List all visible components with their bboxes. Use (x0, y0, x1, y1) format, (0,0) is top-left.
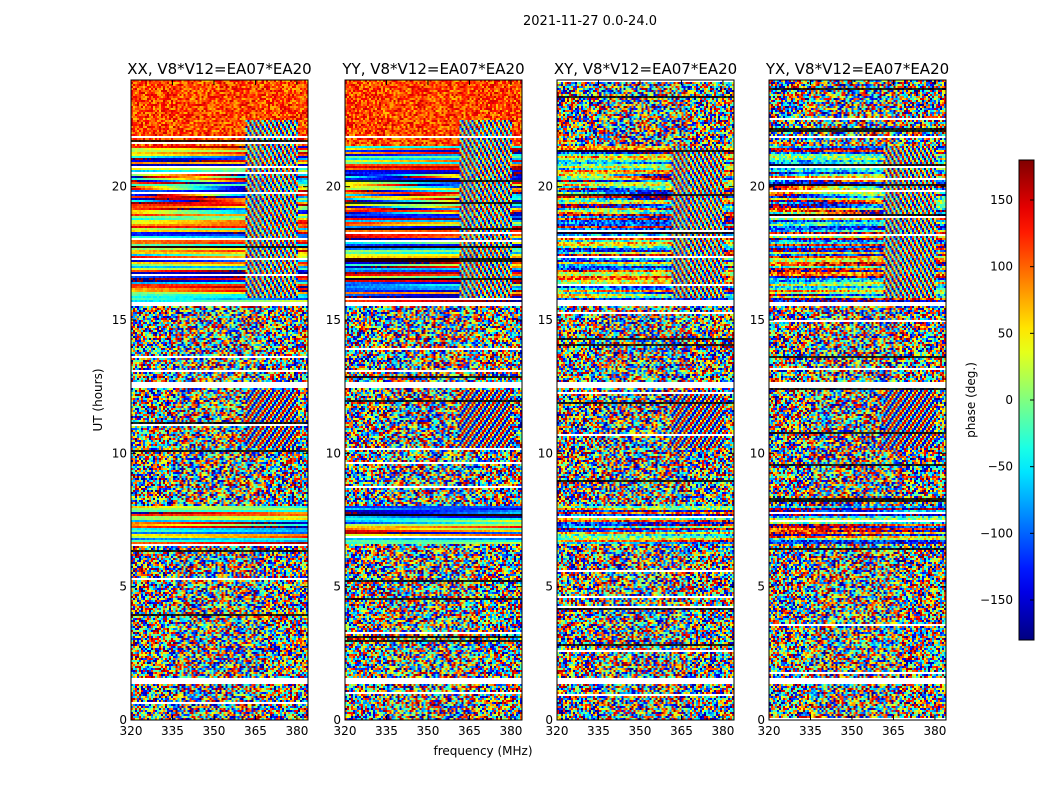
panel-title: XX, V8*V12=EA07*EA20 (127, 60, 311, 78)
y-tick-label: 10 (750, 446, 765, 460)
y-tick-label: 5 (119, 580, 127, 594)
y-tick-label: 15 (326, 313, 341, 327)
plot-frame (556, 79, 735, 721)
y-tick-label: 20 (326, 180, 341, 194)
panel-xx: XX, V8*V12=EA07*EA20 320 335 350 365 380 0 5 10 1… (112, 60, 312, 738)
colorbar-tick-label: 150 (990, 193, 1013, 207)
y-tick-label: 20 (112, 180, 127, 194)
x-tick-label: 320 (120, 724, 143, 738)
x-tick-label: 350 (203, 724, 226, 738)
x-tick-label: 380 (499, 724, 522, 738)
y-tick-label: 0 (757, 713, 765, 727)
y-tick-label: 20 (750, 180, 765, 194)
y-tick-label: 10 (326, 446, 341, 460)
x-tick-label: 380 (711, 724, 734, 738)
x-tick-label: 320 (758, 724, 781, 738)
panel-title: XY, V8*V12=EA07*EA20 (554, 60, 737, 78)
x-tick-label: 350 (417, 724, 440, 738)
x-tick-label: 335 (161, 724, 184, 738)
phase-heatmap (345, 80, 522, 720)
plot-frame (768, 79, 947, 721)
x-tick-label: 365 (458, 724, 481, 738)
colorbar-tick-label: −50 (988, 460, 1013, 474)
colorbar-tick-label: 50 (998, 326, 1013, 340)
plot-frame (130, 79, 309, 721)
x-tick-label: 335 (587, 724, 610, 738)
y-tick-label: 10 (538, 446, 553, 460)
colorbar-label: phase (deg.) (964, 362, 978, 438)
y-tick-label: 15 (750, 313, 765, 327)
x-axis-label: frequency (MHz) (433, 744, 532, 758)
y-tick-label: 5 (333, 580, 341, 594)
x-tick-label: 365 (670, 724, 693, 738)
figure-suptitle: 2021-11-27 0.0-24.0 (523, 14, 657, 29)
panel-yy: YY, V8*V12=EA07*EA20 320 335 350 365 380 0 5 10 1… (326, 60, 525, 738)
x-tick-label: 350 (841, 724, 864, 738)
y-tick-label: 0 (119, 713, 127, 727)
y-tick-label: 10 (112, 446, 127, 460)
colorbar: −150 −100 −50 0 50 100 150 phase (deg.) (964, 159, 1035, 641)
panel-xy: XY, V8*V12=EA07*EA20 320 335 350 365 380 0 5 10 1… (538, 60, 737, 738)
phase-heatmap (769, 80, 946, 720)
colorbar-tick-label: 100 (990, 260, 1013, 274)
colorbar-tick-label: −100 (980, 526, 1013, 540)
plot-frame (344, 79, 523, 721)
x-tick-label: 365 (244, 724, 267, 738)
phase-heatmap (557, 80, 734, 720)
x-tick-label: 320 (546, 724, 569, 738)
colorbar-tick-label: 0 (1005, 393, 1013, 407)
phase-heatmap (131, 80, 308, 720)
y-tick-label: 0 (545, 713, 553, 727)
y-axis-label: UT (hours) (91, 368, 105, 431)
y-tick-label: 5 (757, 580, 765, 594)
y-tick-label: 15 (112, 313, 127, 327)
y-tick-label: 5 (545, 580, 553, 594)
x-tick-label: 350 (629, 724, 652, 738)
y-tick-label: 20 (538, 180, 553, 194)
x-tick-label: 335 (375, 724, 398, 738)
x-tick-label: 335 (799, 724, 822, 738)
x-tick-label: 380 (923, 724, 946, 738)
colorbar-tick-label: −150 (980, 593, 1013, 607)
panel-yx: YX, V8*V12=EA07*EA20 320 335 350 365 380 0 5 10 1… (750, 60, 949, 738)
y-tick-label: 0 (333, 713, 341, 727)
panel-title: YY, V8*V12=EA07*EA20 (341, 60, 524, 78)
x-tick-label: 365 (882, 724, 905, 738)
panel-title: YX, V8*V12=EA07*EA20 (765, 60, 949, 78)
y-tick-label: 15 (538, 313, 553, 327)
x-tick-label: 380 (285, 724, 308, 738)
x-tick-label: 320 (334, 724, 357, 738)
